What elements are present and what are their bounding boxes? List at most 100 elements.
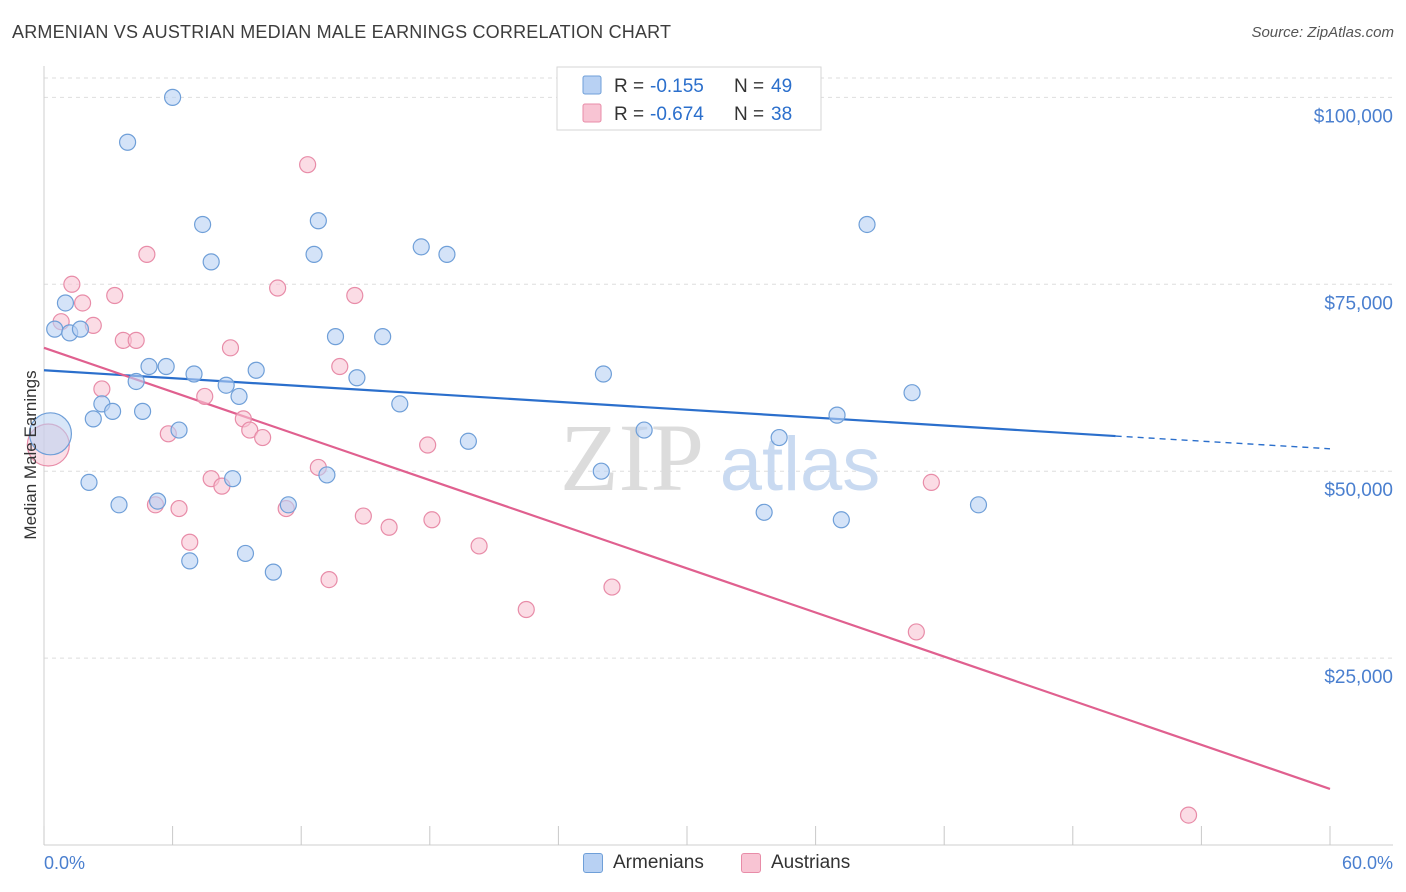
point-austrian xyxy=(170,499,188,518)
point-armenian xyxy=(755,503,773,521)
trendline-austrians xyxy=(43,346,1331,790)
point-armenian xyxy=(318,466,336,484)
point-armenian xyxy=(236,544,255,563)
y-axis-title: Median Male Earnings xyxy=(21,370,40,539)
legend-r-value-armenians: -0.155 xyxy=(650,76,704,97)
point-armenian xyxy=(127,372,145,391)
grid-layer xyxy=(44,77,1393,659)
y-tick-label: $75,000 xyxy=(1324,293,1393,314)
point-armenian xyxy=(118,133,137,151)
x-tick-label-min: 0.0% xyxy=(44,853,85,873)
y-tick-label: $50,000 xyxy=(1324,480,1393,501)
point-armenian xyxy=(348,369,366,387)
point-armenian xyxy=(110,496,128,514)
trendline-armenians-extension xyxy=(1115,435,1331,450)
point-austrian xyxy=(241,421,259,439)
point-armenian xyxy=(309,212,327,230)
point-armenian xyxy=(103,402,122,420)
point-armenian xyxy=(326,328,345,346)
point-austrian xyxy=(354,507,372,525)
point-austrian xyxy=(470,537,488,555)
point-armenian xyxy=(438,245,456,263)
point-austrian xyxy=(331,357,349,376)
point-austrian xyxy=(380,518,398,536)
point-armenian xyxy=(279,496,297,514)
legend-n-value-armenians: 49 xyxy=(771,76,792,97)
y-tick-label: $100,000 xyxy=(1314,106,1393,127)
point-armenian xyxy=(903,384,921,402)
point-armenian xyxy=(374,328,392,346)
point-austrian xyxy=(1179,806,1198,824)
point-austrian xyxy=(299,156,317,174)
point-austrian xyxy=(221,339,240,357)
x-tick-label-max: 60.0% xyxy=(1342,853,1393,873)
point-austrian xyxy=(73,294,92,312)
legend-n-label-austrians: N = xyxy=(734,104,769,125)
point-armenian xyxy=(46,320,64,338)
point-austrian xyxy=(181,533,199,551)
legend-n-value-austrians: 38 xyxy=(771,104,792,125)
point-austrian xyxy=(517,600,535,619)
point-armenian xyxy=(832,511,850,529)
point-armenian xyxy=(217,376,235,394)
point-armenian xyxy=(969,496,988,514)
point-austrian xyxy=(127,331,145,349)
stats-legend: R = -0.155 N = 49 R = -0.674 N = 38 xyxy=(556,66,822,131)
point-austrian xyxy=(603,578,621,596)
point-armenian xyxy=(247,361,265,379)
point-austrian xyxy=(419,436,437,454)
point-armenian xyxy=(71,320,90,338)
point-armenian xyxy=(170,421,188,439)
legend-r-value-austrians: -0.674 xyxy=(650,104,704,125)
point-armenian xyxy=(230,387,248,406)
point-austrian xyxy=(138,245,156,263)
watermark-zip: ZIP xyxy=(560,404,704,511)
legend-swatch-armenians-bottom xyxy=(583,853,603,873)
point-armenian xyxy=(80,473,98,492)
point-austrian xyxy=(423,511,441,529)
point-armenian xyxy=(828,406,846,424)
watermark: ZIP atlas xyxy=(560,404,880,511)
y-tick-label: $25,000 xyxy=(1324,667,1393,688)
point-austrian xyxy=(93,380,111,398)
point-armenian xyxy=(305,245,323,263)
point-armenian xyxy=(140,357,158,376)
watermark-atlas: atlas xyxy=(720,422,881,507)
legend-label-austrians: Austrians xyxy=(771,852,851,873)
point-armenian xyxy=(412,238,430,256)
point-austrian xyxy=(922,473,940,492)
legend-swatch-armenians xyxy=(582,75,602,95)
point-austrian xyxy=(106,286,124,305)
point-austrian xyxy=(63,275,81,293)
point-armenian xyxy=(133,402,152,420)
point-armenian xyxy=(84,410,102,428)
axes-layer: $25,000 $50,000 $75,000 $100,000 xyxy=(43,66,1393,846)
point-armenian xyxy=(858,215,876,234)
series-legend: Armenians Austrians xyxy=(0,852,1406,878)
point-armenian xyxy=(459,432,477,450)
point-armenian xyxy=(148,492,167,510)
point-austrian xyxy=(196,387,214,406)
point-austrian xyxy=(346,286,364,305)
point-armenian xyxy=(164,88,182,106)
legend-swatch-austrians xyxy=(582,103,602,123)
point-austrian xyxy=(320,570,338,589)
legend-swatch-austrians-bottom xyxy=(741,853,761,873)
point-armenian xyxy=(391,395,409,413)
point-armenian xyxy=(56,294,75,312)
points-layer xyxy=(26,88,1198,824)
legend-r-label-armenians: R = xyxy=(614,76,649,97)
point-austrian xyxy=(254,428,272,447)
point-armenian xyxy=(202,253,220,271)
point-armenian xyxy=(181,552,199,570)
point-austrian xyxy=(907,623,925,641)
point-armenian xyxy=(594,365,613,383)
point-armenian xyxy=(635,421,653,439)
legend-item-austrians: Austrians xyxy=(741,852,850,874)
point-armenian xyxy=(185,365,203,383)
point-armenian xyxy=(264,563,282,581)
point-austrian xyxy=(269,279,287,297)
point-armenian xyxy=(592,462,610,480)
point-armenian xyxy=(28,412,73,456)
